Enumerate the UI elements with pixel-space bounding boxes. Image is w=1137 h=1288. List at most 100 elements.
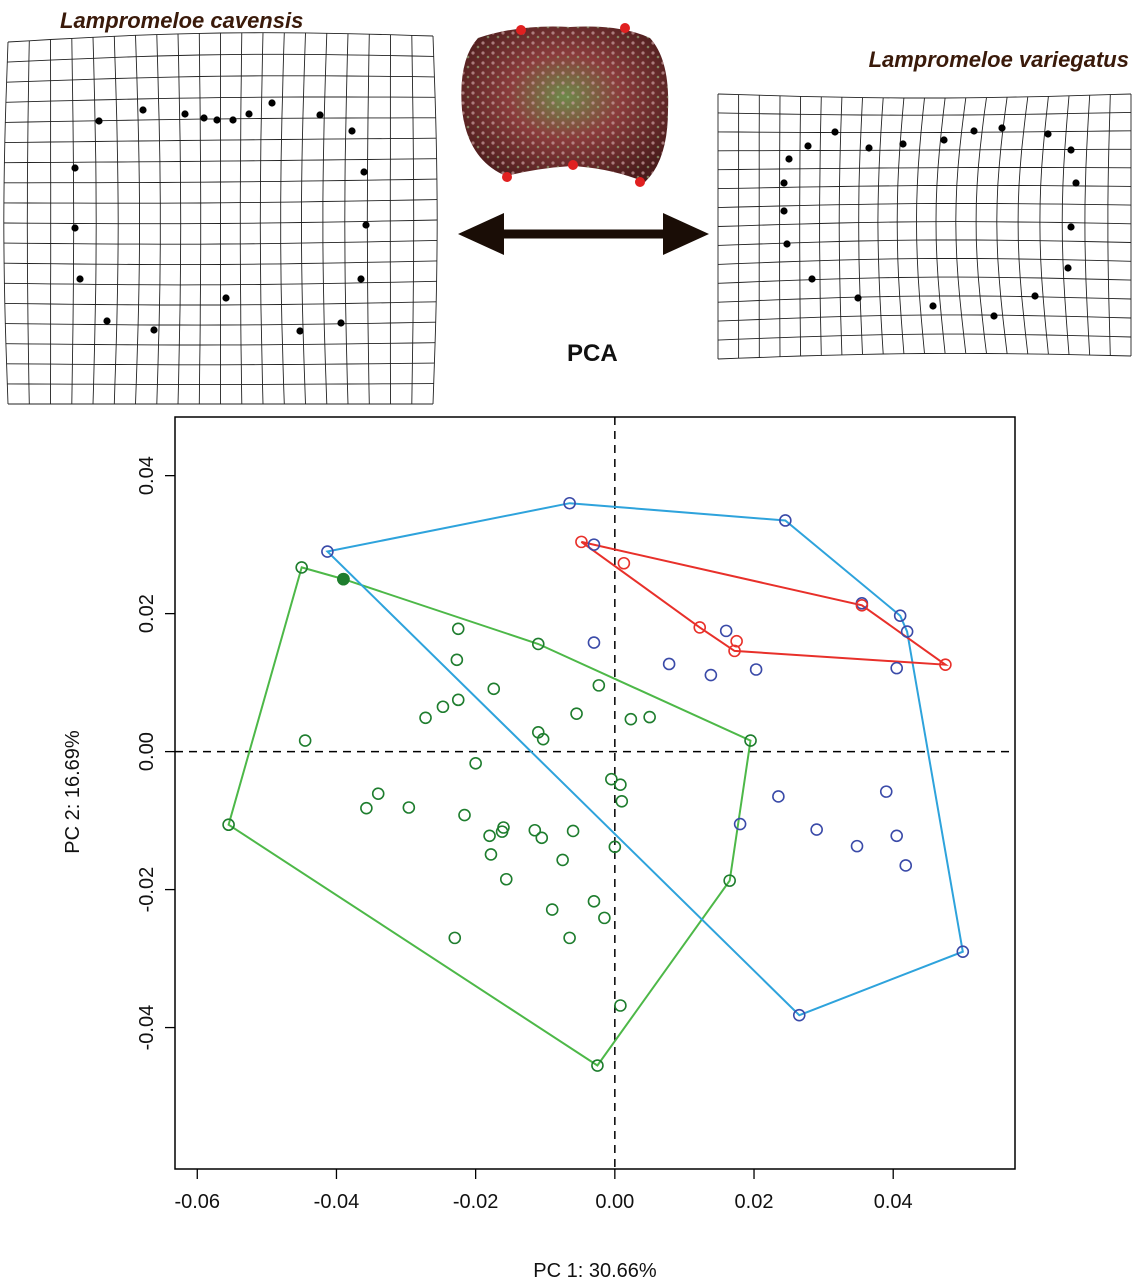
grid-line (975, 97, 987, 354)
grid-line (344, 33, 349, 405)
blue-point (899, 859, 913, 872)
grid-line (177, 33, 182, 405)
landmark-dot (990, 312, 998, 320)
green-point (587, 895, 601, 908)
y-tick-label: -0.04 (136, 1005, 158, 1051)
green-point (531, 637, 545, 651)
landmark-dot (831, 128, 839, 136)
grid-line (819, 96, 822, 356)
landmark-dot (348, 127, 356, 135)
grid-line (838, 97, 843, 355)
y-tick-label: 0.00 (136, 732, 158, 771)
green-point (458, 808, 471, 822)
landmark-dot (865, 144, 873, 152)
green-point (499, 872, 513, 886)
landmark-dot (229, 116, 237, 124)
grid-line (799, 96, 802, 357)
blue-point (662, 657, 676, 671)
grid-line (858, 97, 863, 355)
green-point (535, 831, 549, 845)
green-point (360, 801, 373, 815)
green-point (495, 825, 509, 838)
grid-line (432, 35, 438, 405)
grid-line (3, 41, 9, 405)
green-point (598, 911, 611, 925)
red-point (730, 634, 743, 648)
blue-point (321, 545, 334, 558)
landmark-dot (337, 319, 345, 327)
grid-line (916, 97, 925, 354)
landmark-dot (1031, 292, 1039, 300)
landmark-dot (181, 110, 189, 118)
convex-hulls (227, 502, 964, 1067)
grid-line (955, 97, 967, 354)
specimen-landmark (502, 172, 512, 182)
blue-point (772, 790, 785, 803)
x-tick-label: 0.02 (735, 1191, 774, 1213)
blue-point (792, 1008, 806, 1022)
green-point (222, 818, 235, 832)
grid-line (1084, 95, 1091, 356)
landmark-dot (929, 302, 937, 310)
blue-point (733, 817, 747, 831)
landmark-dot (899, 140, 907, 148)
grid-line (935, 97, 946, 354)
landmark-dot (316, 111, 324, 119)
green-point (450, 653, 464, 667)
landmark-dot (854, 294, 862, 302)
blue-point (850, 839, 864, 853)
blue-point (587, 538, 601, 551)
green-point (614, 999, 627, 1012)
reference-lines (175, 417, 1015, 1169)
species-label-left: Lampromeloe cavensis (60, 8, 304, 33)
blue-point (893, 609, 907, 622)
data-points (222, 496, 970, 1072)
green-point (566, 824, 580, 838)
specimen-landmark (516, 25, 526, 35)
landmark-dot (780, 179, 788, 187)
y-tick-label: -0.02 (136, 867, 158, 913)
specimen-landmark (620, 23, 630, 33)
landmark-dot (357, 275, 365, 283)
landmark-dot (95, 117, 103, 125)
double-arrow (458, 213, 709, 255)
grid-line (198, 33, 202, 405)
green-point-filled (337, 572, 350, 586)
green-point (591, 1059, 604, 1072)
y-tick-label: 0.02 (136, 594, 158, 633)
green-point (402, 801, 416, 814)
blue-point (890, 829, 903, 843)
y-axis-ticks: -0.04 -0.02 0.00 0.02 0.04 (136, 456, 175, 1050)
x-tick-label: -0.04 (314, 1191, 360, 1213)
blue-point (587, 636, 601, 649)
landmark-dot (268, 99, 276, 107)
red-point (575, 535, 588, 549)
y-tick-label: 0.04 (136, 456, 158, 495)
blue-point (900, 625, 914, 638)
grid-line (411, 35, 415, 405)
green-point (563, 931, 576, 945)
landmark-dot (139, 106, 147, 114)
grid-line (113, 36, 119, 405)
deformation-grid-left (3, 32, 438, 405)
blue-point (779, 514, 792, 527)
landmark-dot (71, 224, 79, 232)
landmark-dot (76, 275, 84, 283)
landmark-dot (785, 155, 793, 163)
blue-point (810, 823, 823, 836)
landmark-dot (103, 317, 111, 325)
landmarks-right (780, 124, 1080, 320)
grid-line (877, 97, 884, 355)
grid-line (280, 32, 285, 405)
species-label-right: Lampromeloe variegatus (868, 47, 1129, 72)
landmark-dot (780, 207, 788, 215)
green-point (615, 794, 629, 808)
green-point (744, 734, 757, 747)
green-point (608, 840, 622, 854)
landmark-dot (998, 124, 1006, 132)
landmark-dot (970, 127, 978, 135)
landmark-dot (222, 294, 230, 302)
green-point (545, 903, 559, 916)
grid-line (259, 32, 264, 405)
